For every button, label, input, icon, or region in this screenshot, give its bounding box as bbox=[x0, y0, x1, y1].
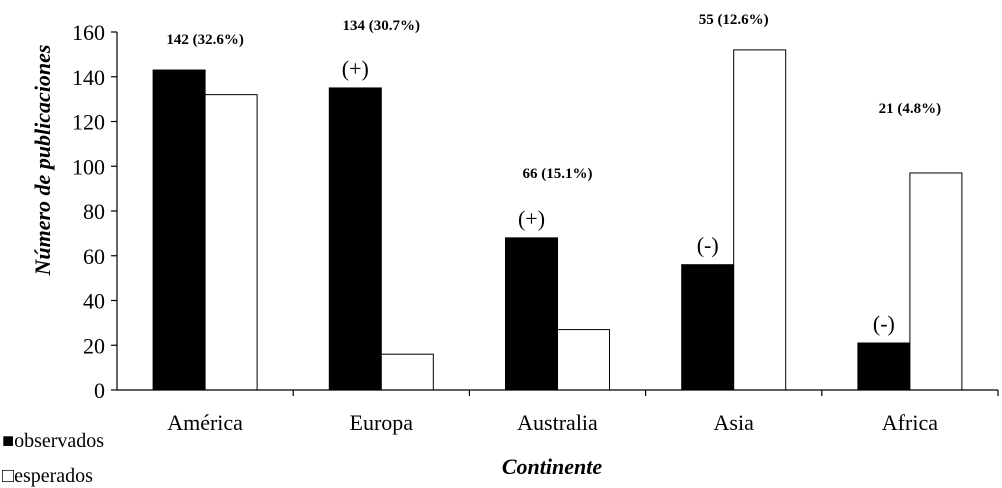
y-tick-label: 160 bbox=[72, 20, 105, 45]
bar-esperados-0 bbox=[204, 94, 258, 391]
legend-label-observados: observados bbox=[14, 430, 104, 452]
annotations-layer: 142 (32.6%) 134 (30.7%) 66 (15.1%) 55 (12.6… bbox=[166, 12, 941, 182]
bar-observados-1 bbox=[328, 87, 382, 391]
significance-mark: (-) bbox=[873, 311, 895, 336]
bar-observados-3 bbox=[681, 264, 735, 391]
y-ticks-layer: 0 20 40 60 80 100 120 140 160 bbox=[72, 20, 117, 403]
y-tick-label: 100 bbox=[72, 154, 105, 179]
legend-marker-observados: ■ bbox=[2, 430, 14, 452]
category-label: América bbox=[167, 410, 243, 435]
y-tick-label: 60 bbox=[83, 244, 105, 269]
y-tick-label: 120 bbox=[72, 110, 105, 135]
bars-layer bbox=[152, 49, 963, 391]
category-labels-layer: América Europa Australia Asia Africa bbox=[167, 390, 999, 435]
legend-item-observados: ■observados bbox=[2, 430, 104, 452]
y-axis-title: Número de publicaciones bbox=[30, 45, 55, 277]
y-tick-label: 80 bbox=[83, 199, 105, 224]
bar-esperados-1 bbox=[380, 353, 434, 391]
category-label: Australia bbox=[517, 410, 598, 435]
legend-marker-esperados: □ bbox=[2, 465, 14, 487]
bar-esperados-3 bbox=[733, 49, 787, 391]
legend: ■observados □esperados bbox=[2, 430, 104, 487]
bar-observados-0 bbox=[152, 69, 206, 391]
legend-item-esperados: □esperados bbox=[2, 465, 93, 487]
bar-observados-2 bbox=[505, 237, 558, 391]
bar-total-annotation: 66 (15.1%) bbox=[523, 166, 593, 182]
significance-mark: (+) bbox=[342, 56, 369, 81]
bar-total-annotation: 55 (12.6%) bbox=[699, 12, 769, 28]
bar-observados-4 bbox=[857, 342, 911, 391]
legend-label-esperados: esperados bbox=[14, 465, 93, 487]
bar-total-annotation: 134 (30.7%) bbox=[343, 18, 421, 34]
bar-total-annotation: 142 (32.6%) bbox=[166, 32, 244, 48]
category-label: Africa bbox=[882, 410, 938, 435]
bar-esperados-2 bbox=[557, 329, 610, 391]
significance-mark: (-) bbox=[697, 233, 719, 258]
category-label: Europa bbox=[350, 410, 414, 435]
y-tick-label: 40 bbox=[83, 289, 105, 314]
bar-esperados-4 bbox=[909, 172, 963, 391]
bar-total-annotation: 21 (4.8%) bbox=[879, 101, 942, 117]
y-tick-label: 20 bbox=[83, 333, 105, 358]
x-axis-title: Continente bbox=[502, 454, 602, 479]
significance-layer: (+) (+) (-) (-) bbox=[342, 56, 895, 336]
significance-mark: (+) bbox=[518, 206, 545, 231]
y-tick-label: 0 bbox=[94, 378, 105, 403]
y-tick-label: 140 bbox=[72, 65, 105, 90]
category-label: Asia bbox=[714, 410, 755, 435]
